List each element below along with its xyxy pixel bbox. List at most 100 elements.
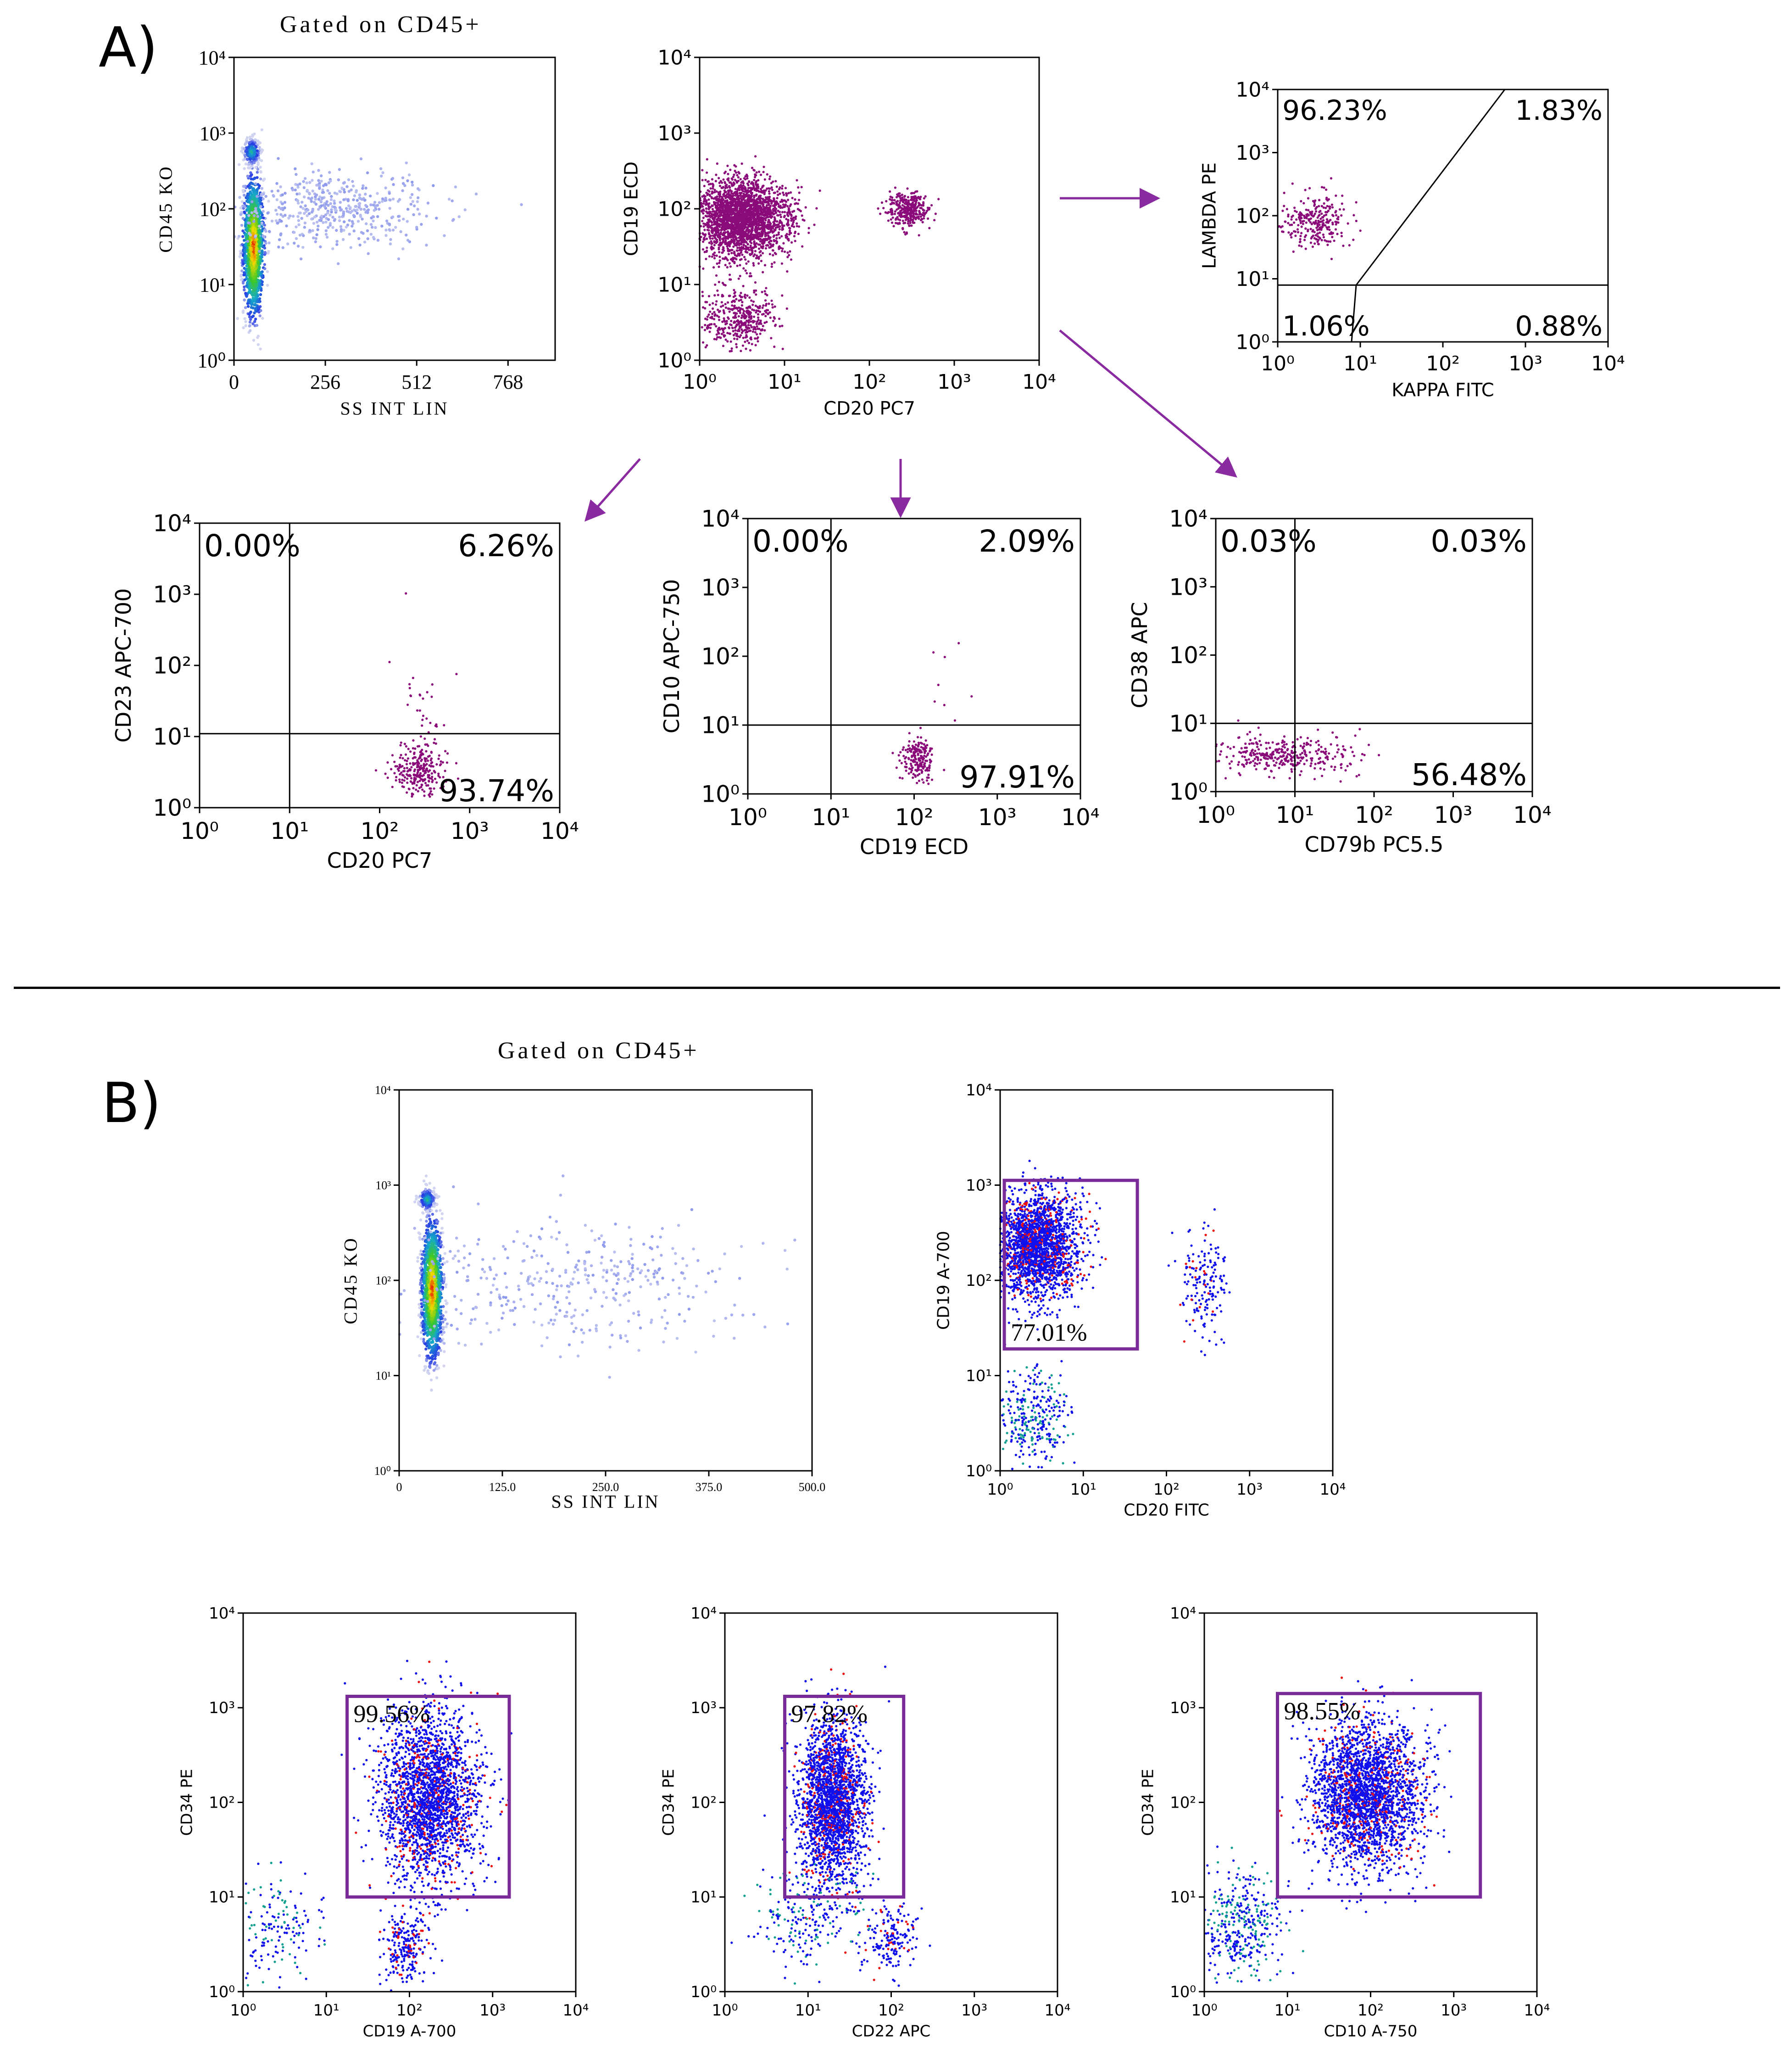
event-dot xyxy=(328,223,332,227)
event-dot xyxy=(301,246,305,249)
event-dot xyxy=(406,179,409,183)
event-dot xyxy=(756,254,758,257)
event-dot xyxy=(736,174,739,177)
event-dot xyxy=(743,195,746,198)
event-dot xyxy=(372,203,375,207)
event-dot xyxy=(780,221,783,223)
event-dot xyxy=(768,187,770,190)
event-dot xyxy=(745,248,747,251)
event-dot xyxy=(352,214,356,217)
event-dot xyxy=(346,198,350,201)
event-dot xyxy=(315,184,318,187)
event-dot xyxy=(281,215,285,218)
event-dot xyxy=(735,298,738,301)
event-dot xyxy=(711,242,713,245)
event-dot xyxy=(718,181,721,184)
event-dot xyxy=(333,191,337,195)
event-dot xyxy=(910,192,913,195)
event-dot xyxy=(250,191,253,195)
event-dot xyxy=(330,195,333,198)
event-dot xyxy=(788,229,791,232)
event-dot xyxy=(778,188,780,190)
event-dot xyxy=(327,226,330,229)
event-dot xyxy=(251,296,255,300)
event-dot xyxy=(761,252,764,255)
event-dot xyxy=(246,261,250,264)
event-dot xyxy=(753,203,756,206)
event-dot xyxy=(786,205,789,207)
event-dot xyxy=(781,211,784,213)
event-dot xyxy=(732,219,735,222)
event-dot xyxy=(786,224,789,227)
event-dot xyxy=(244,155,247,158)
event-dot xyxy=(733,212,736,215)
event-dot xyxy=(319,199,323,202)
event-dot xyxy=(260,194,263,197)
event-dot xyxy=(329,179,332,183)
event-dot xyxy=(256,168,260,171)
event-dot xyxy=(770,265,773,268)
event-dot xyxy=(248,313,251,316)
event-dot xyxy=(256,202,259,205)
event-dot xyxy=(253,210,256,213)
event-dot xyxy=(718,229,720,232)
event-dot xyxy=(286,242,289,246)
event-dot xyxy=(744,336,747,339)
event-dot xyxy=(726,245,729,247)
event-dot xyxy=(262,234,265,238)
event-dot xyxy=(899,199,902,202)
event-dot xyxy=(284,191,287,195)
event-dot xyxy=(775,207,778,210)
event-dot xyxy=(317,169,320,172)
event-dot xyxy=(800,186,803,189)
event-dot xyxy=(762,247,764,250)
event-dot xyxy=(326,189,329,192)
event-dot xyxy=(708,190,711,193)
event-dot xyxy=(723,237,726,240)
event-dot xyxy=(774,218,776,221)
event-dot xyxy=(721,210,723,212)
event-dot xyxy=(754,331,757,334)
event-dot xyxy=(896,200,899,202)
event-dot xyxy=(773,261,776,264)
event-dot xyxy=(771,200,774,203)
event-dot xyxy=(732,181,735,184)
event-dot xyxy=(774,203,777,206)
event-dot xyxy=(787,199,790,201)
event-dot xyxy=(737,188,740,191)
event-dot xyxy=(308,181,312,184)
event-dot xyxy=(246,146,250,150)
event-dot xyxy=(901,227,904,229)
event-dot xyxy=(729,236,732,239)
event-dot xyxy=(725,195,728,197)
event-dot xyxy=(752,300,755,303)
event-dot xyxy=(734,188,737,190)
event-dot xyxy=(795,215,797,218)
event-dot xyxy=(363,199,367,202)
event-dot xyxy=(256,188,259,191)
event-dot xyxy=(451,219,455,222)
event-dot xyxy=(787,207,790,210)
event-dot xyxy=(260,275,263,278)
event-dot xyxy=(753,169,756,172)
event-dot xyxy=(758,205,761,207)
event-dot xyxy=(736,264,739,267)
event-dot xyxy=(283,206,286,210)
event-dot xyxy=(403,184,406,187)
event-dot xyxy=(259,309,262,312)
event-dot xyxy=(705,257,707,260)
event-dot xyxy=(277,246,280,249)
event-dot xyxy=(774,240,778,242)
event-dot xyxy=(742,285,745,288)
event-dot xyxy=(253,177,256,180)
event-dot xyxy=(259,177,262,181)
event-dot xyxy=(325,235,329,239)
event-dot xyxy=(882,207,885,210)
event-dot xyxy=(356,208,359,212)
event-dot xyxy=(712,197,715,200)
event-dot xyxy=(312,170,315,173)
event-dot xyxy=(740,218,743,220)
event-dot xyxy=(742,207,745,209)
event-dot xyxy=(774,229,777,231)
event-dot xyxy=(407,173,411,177)
